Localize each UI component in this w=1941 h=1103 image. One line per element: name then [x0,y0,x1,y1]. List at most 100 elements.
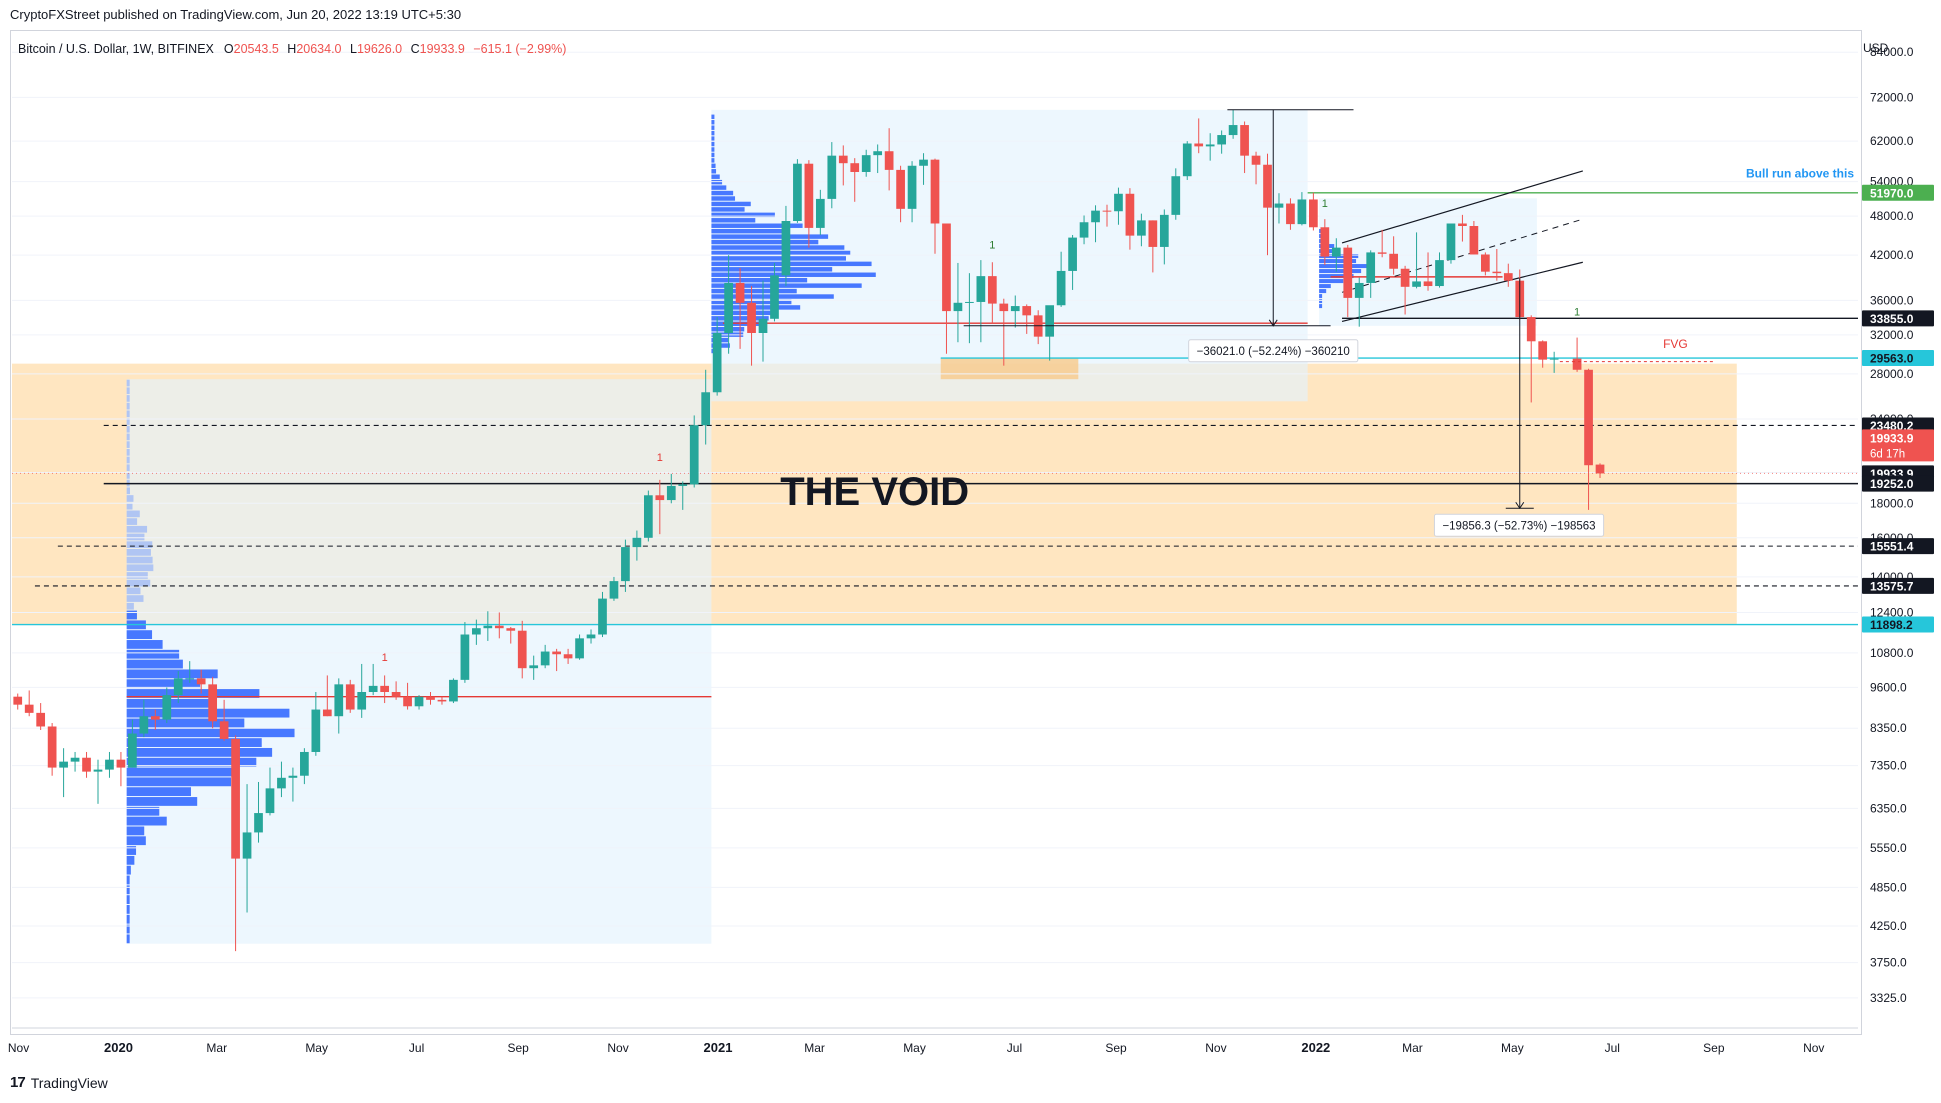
candle-body [231,738,240,859]
candle-body [1331,247,1341,257]
time-tick-label: Jul [1605,1041,1620,1055]
legend-open: 20543.5 [234,42,279,56]
volume-profile-bar [126,826,145,836]
candle-body [552,651,561,655]
price-tag-bg [1862,616,1934,633]
volume-profile-bar [126,579,151,587]
volume-profile-bar [711,272,876,277]
levels-layer [12,192,1858,698]
candle-body [850,163,860,172]
volume-profile-bar [711,245,845,250]
footer[interactable]: 17 TradingView [10,1074,108,1091]
candle-body [185,678,195,680]
candle-body [1182,143,1192,177]
candle-body [1056,270,1066,306]
candle-body [150,716,160,720]
candle-body [128,733,137,768]
price-tag-bg [1862,184,1934,201]
candle-body [1114,193,1123,212]
price-tick-label: 12400.0 [1870,605,1914,619]
candle-body [1263,164,1272,208]
time-tick-label: Mar [206,1041,227,1055]
candle-body [575,638,584,659]
candle-body [116,759,126,768]
candle-body [265,788,275,814]
candle-body [873,151,883,156]
measure1-label-text: −36021.0 (−52.24%) −360210 [1197,346,1350,358]
candle-body [403,696,412,707]
candle-body [345,684,355,710]
measure1-label: −36021.0 (−52.24%) −360210 [1188,339,1359,363]
volume-profile-bar [126,402,130,410]
price-tick-label: 36000.0 [1870,293,1914,307]
price-tag-text: 15551.4 [1870,540,1914,554]
candle-body [1412,281,1421,287]
time-tick-label: 2020 [104,1040,133,1055]
volume-profile-bar [126,669,218,679]
volume-profile-bar [711,136,715,141]
volume-profile-bar [711,261,872,267]
tradingview-logo-icon: 17 [10,1074,26,1091]
volume-profile-bar [1319,269,1362,274]
volume-profile-bar [126,518,138,525]
annotations-layer: −36021.0 (−52.24%) −360210 −19856.3 (−52.… [382,109,1854,664]
candle-body [300,751,309,776]
candle-body [1400,268,1410,287]
volume-profile-bar [126,806,160,816]
volume-profile-bar [126,602,134,610]
candle-body [1458,223,1467,227]
candle-body [678,484,688,486]
candle-body [861,155,871,172]
price-tag-text: 29563.0 [1870,352,1914,366]
time-tick-label: May [305,1041,328,1055]
volume-profile-bar [711,141,715,147]
candle-body [1492,271,1502,274]
volume-profile-bar [126,718,245,728]
volume-profile-bar [126,472,130,479]
volume-profile-bar [711,179,723,185]
candle-body [368,685,378,692]
candle-body [1423,281,1433,287]
volume-profile-bar [126,441,130,448]
volume-profile-bar [1319,279,1344,284]
candle-body [529,665,539,669]
volume-profile-bar [711,130,715,136]
volume-profile-bar [126,502,133,510]
volume-profile-bar [126,487,130,495]
volume-profile-bar [1319,294,1323,299]
candle-body [1309,199,1318,228]
volume-profile-bar [126,757,257,767]
candle-body [1549,358,1559,360]
candle-body [1446,223,1456,261]
volume-profile-bar [126,689,260,698]
volume-profile-bar [126,525,148,533]
candle-body [1091,210,1100,223]
volume-profile-bar [711,114,715,120]
volume-profile-bar [711,283,862,288]
channel-mid [1341,218,1583,293]
candle-body [1595,464,1605,474]
candle-body [334,684,344,717]
legend-high-label: H [287,42,296,56]
volume-profile-bar [711,190,734,196]
volume-profile-bar [711,239,819,245]
volume-profile-bar [126,595,144,602]
volume-profile-bar [1319,304,1323,309]
candle-body [643,495,653,538]
candle-body [82,757,91,772]
candle-body [1045,305,1055,337]
candle-body [540,651,550,666]
candle-body [965,301,974,303]
price-tick-label: 42000.0 [1870,248,1914,262]
volume-profile-bar [711,174,720,179]
candle-body [930,159,940,224]
candle-body [1538,341,1548,360]
legend-open-label: O [224,42,234,56]
volume-profile-bar [711,223,803,228]
candle-body [815,198,825,228]
volume-profile-bar [1319,284,1331,289]
volume-profile-bar [711,125,715,130]
volume-profile-bar [711,201,751,207]
candle-body [70,757,80,762]
